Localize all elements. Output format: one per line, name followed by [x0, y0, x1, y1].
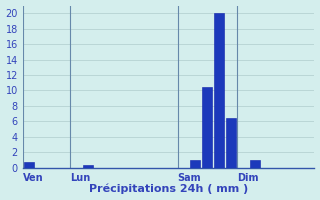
Bar	[214, 13, 224, 168]
Bar	[226, 118, 236, 168]
Bar	[250, 160, 260, 168]
Bar	[190, 160, 200, 168]
X-axis label: Précipitations 24h ( mm ): Précipitations 24h ( mm )	[89, 184, 248, 194]
Bar	[83, 165, 93, 168]
Bar	[202, 87, 212, 168]
Bar	[24, 162, 34, 168]
